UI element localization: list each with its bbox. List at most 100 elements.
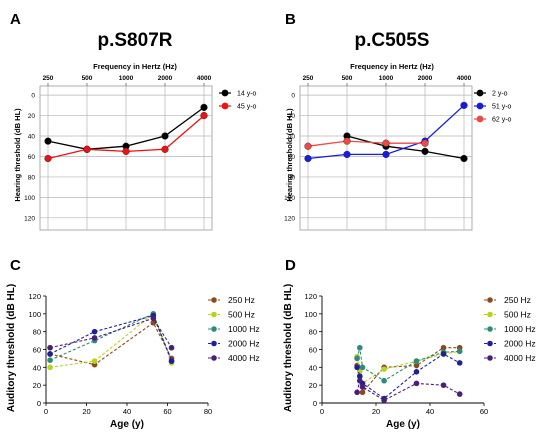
y-tick-label: 60 — [33, 346, 41, 355]
y-tick-label: 80 — [288, 174, 296, 181]
data-point — [357, 373, 363, 380]
data-point — [47, 364, 53, 371]
data-point — [304, 154, 312, 163]
data-point — [91, 358, 98, 364]
panel-a: A p.S807R Frequency in Hertz (Hz) Hearin… — [10, 11, 257, 231]
legend-label: 14 y-o — [237, 91, 257, 98]
y-axis-title: Hearing threshold (dB HL) — [13, 108, 22, 202]
x-tick-label: 80 — [204, 407, 212, 416]
data-point — [343, 150, 351, 159]
x-tick-label: 500 — [342, 75, 353, 82]
legend-marker — [476, 102, 484, 110]
series-line — [49, 321, 173, 366]
legend-marker — [487, 297, 493, 303]
legend-label: 62 y-o — [492, 117, 512, 124]
data-point — [168, 344, 175, 351]
data-point — [357, 344, 363, 351]
series-line — [307, 140, 425, 147]
data-point — [47, 351, 53, 357]
data-point — [304, 142, 312, 150]
y-tick-label: 100 — [24, 195, 35, 202]
y-tick-label: 0 — [37, 399, 41, 408]
legend-marker — [221, 89, 229, 97]
data-point — [456, 348, 463, 355]
legend-label: 2000 Hz — [228, 339, 260, 349]
data-point — [359, 384, 366, 390]
y-tick-label: 40 — [309, 363, 317, 372]
x-tick-label: 0 — [320, 407, 324, 416]
legend-label: 500 Hz — [228, 310, 255, 320]
data-point — [47, 357, 53, 364]
data-point — [382, 150, 390, 159]
legend-label: 500 Hz — [504, 310, 531, 320]
panel-letter: D — [285, 257, 296, 274]
x-tick-label: 250 — [43, 75, 54, 82]
panel-title: p.C505S — [355, 30, 430, 51]
panel-d: D Age (y) Auditory threshold (dB HL) 0 20… — [283, 257, 536, 430]
y-tick-label: 80 — [309, 328, 317, 337]
data-point — [354, 355, 360, 362]
y-axis-title: Auditory threshold (dB HL) — [283, 284, 294, 412]
plot-area: 0 20 40 60 80 100 120 0 20 40 60 80 250 Hz 500 Hz 1000… — [28, 292, 259, 416]
data-point — [91, 328, 98, 335]
x-axis-title: Age (y) — [110, 419, 144, 430]
y-tick-label: 120 — [24, 215, 35, 222]
x-tick-label: 2000 — [418, 75, 433, 82]
y-axis-title: Auditory threshold (dB HL) — [6, 284, 17, 412]
y-tick-label: 0 — [31, 93, 35, 100]
data-point — [343, 137, 351, 145]
data-point — [440, 351, 447, 357]
x-tick-label: 2000 — [158, 75, 173, 82]
legend-marker — [487, 340, 493, 347]
panel-c: C Age (y) Auditory threshold (dB HL) 0 20… — [6, 257, 260, 430]
data-point — [91, 335, 98, 341]
legend-label: 2000 Hz — [504, 339, 536, 349]
y-tick-label: 20 — [288, 113, 296, 120]
series-line — [49, 314, 173, 362]
panel-title: p.S807R — [98, 30, 173, 51]
data-point — [354, 364, 360, 371]
y-tick-label: 40 — [33, 363, 41, 372]
plot-area: 250 500 1000 2000 4000 0 20 40 60 80 100 120 2 y-o 51… — [284, 75, 512, 231]
y-tick-label: 40 — [288, 134, 296, 141]
y-tick-label: 60 — [28, 154, 36, 161]
y-axis-title: Hearing threshold (dB HL) — [285, 108, 294, 202]
data-point — [47, 344, 53, 351]
data-point — [150, 315, 157, 322]
panel-b: B p.C505S Frequency in Hertz (Hz) Hearin… — [284, 11, 512, 231]
y-tick-label: 80 — [28, 174, 36, 181]
x-tick-label: 60 — [480, 407, 488, 416]
panel-letter: B — [285, 11, 296, 28]
data-point — [460, 154, 468, 163]
y-tick-label: 100 — [284, 195, 295, 202]
y-tick-label: 20 — [33, 381, 41, 390]
data-point — [354, 389, 360, 396]
series-line — [49, 313, 173, 362]
y-tick-label: 120 — [28, 292, 41, 301]
x-tick-label: 0 — [44, 407, 48, 416]
legend-marker — [487, 326, 493, 332]
legend-marker — [476, 115, 484, 123]
data-point — [122, 147, 130, 155]
data-point — [460, 101, 468, 109]
y-tick-label: 40 — [28, 134, 36, 141]
legend-label: 51 y-o — [492, 104, 512, 111]
legend-label: 1000 Hz — [504, 324, 536, 334]
legend-label: 250 Hz — [504, 295, 531, 305]
data-point — [200, 111, 208, 120]
data-point — [382, 139, 390, 147]
legend-label: 45 y-o — [237, 104, 257, 111]
data-point — [357, 377, 363, 384]
x-tick-label: 20 — [82, 407, 90, 416]
x-tick-label: 250 — [303, 75, 314, 82]
y-tick-label: 0 — [291, 93, 295, 100]
data-point — [413, 362, 420, 369]
plot-area: 0 20 40 60 80 100 120 0 20 40 60 250 Hz 500 Hz 1000 H… — [304, 292, 535, 416]
legend-label: 1000 Hz — [228, 324, 260, 334]
x-axis-title: Frequency in Hertz (Hz) — [93, 62, 177, 71]
data-point — [44, 137, 52, 145]
data-point — [381, 397, 387, 404]
y-tick-label: 120 — [284, 215, 295, 222]
legend-marker — [211, 340, 217, 347]
